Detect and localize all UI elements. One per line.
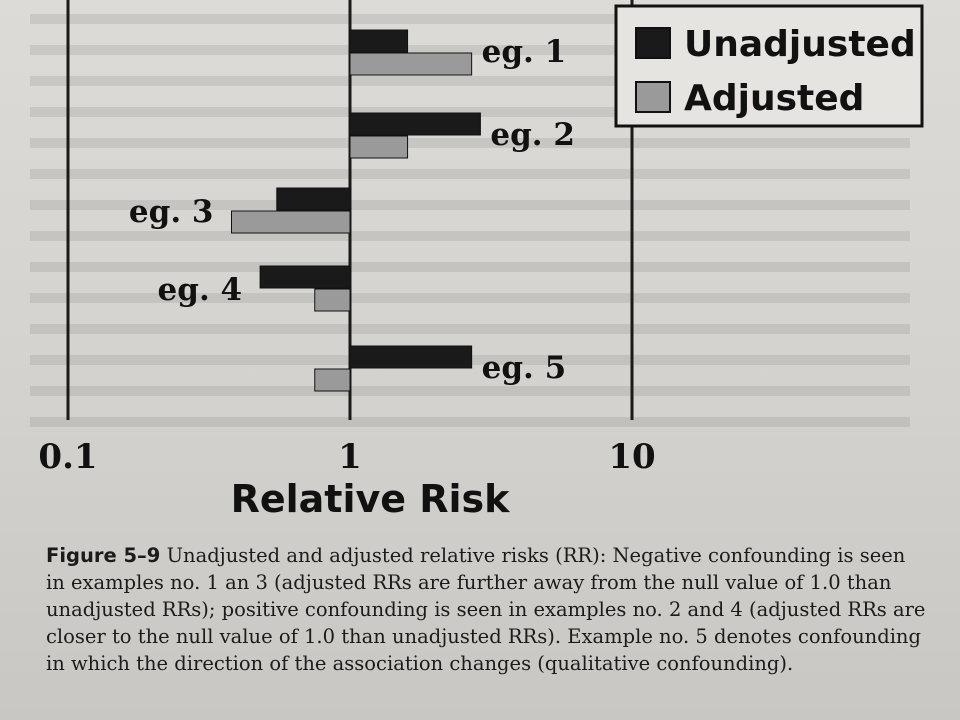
bar-unadjusted-1 [349, 29, 409, 53]
bar-adjusted-3 [230, 210, 351, 234]
legend-label-adjusted: Adjusted [684, 78, 864, 119]
bar-unadjusted-5 [349, 345, 473, 369]
x-tick-label: 10 [608, 437, 655, 477]
labels-layer: 0.1 1 10 Relative Risk eg. 1 eg. 2 eg. 3 eg. 4 e… [38, 34, 655, 521]
x-axis-title: Relative Risk [231, 477, 511, 521]
bar-adjusted-5 [314, 368, 351, 392]
figure-caption: Figure 5–9 Unadjusted and adjusted relat… [46, 542, 930, 677]
bar-adjusted-4 [314, 288, 351, 312]
legend: Unadjusted Adjusted [614, 4, 924, 128]
x-tick-label: 1 [338, 437, 362, 477]
legend-swatch-adjusted [635, 81, 671, 113]
x-tick-label: 0.1 [38, 437, 97, 477]
bars-layer [230, 29, 481, 392]
bar-unadjusted-3 [276, 187, 351, 211]
bar-adjusted-1 [349, 52, 473, 76]
legend-swatch-unadjusted [635, 27, 671, 59]
bar-unadjusted-2 [349, 112, 481, 136]
caption-text: Unadjusted and adjusted relative risks (… [46, 544, 926, 675]
category-label-5: eg. 5 [482, 350, 567, 386]
category-label-3: eg. 3 [129, 194, 214, 230]
caption-figure-label: Figure 5–9 [46, 544, 161, 567]
legend-label-unadjusted: Unadjusted [684, 24, 916, 65]
legend-box [614, 4, 924, 128]
category-label-4: eg. 4 [158, 272, 243, 308]
category-label-2: eg. 2 [490, 117, 575, 153]
category-label-1: eg. 1 [482, 34, 567, 70]
bar-unadjusted-4 [259, 265, 351, 289]
bar-adjusted-2 [349, 135, 409, 159]
relative-risk-chart: 0.1 1 10 Relative Risk eg. 1 eg. 2 eg. 3 eg. 4 e… [38, 0, 924, 521]
